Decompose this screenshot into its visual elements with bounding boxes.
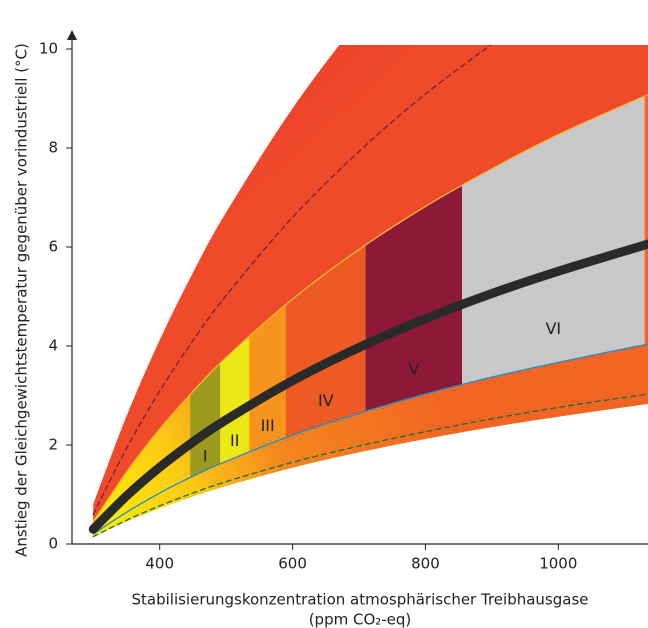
line xyxy=(92,393,648,538)
region-label: V xyxy=(408,359,419,378)
x-tick-label: 600 xyxy=(278,555,307,573)
region xyxy=(220,336,250,465)
y-axis-label: Anstieg der Gleichgewichtstemperatur geg… xyxy=(13,43,31,557)
region-label: II xyxy=(230,431,239,450)
y-axis-arrow xyxy=(67,30,77,40)
region xyxy=(461,96,645,385)
y-tick-label: 8 xyxy=(48,139,58,157)
region-label: IV xyxy=(318,391,334,410)
x-tick-label: 1000 xyxy=(539,555,577,573)
region-label: VI xyxy=(545,319,561,338)
y-tick-label: 10 xyxy=(39,40,58,58)
x-axis-unit: (ppm CO₂-eq) xyxy=(309,611,412,628)
region xyxy=(285,245,366,438)
line xyxy=(92,343,648,535)
x-tick-label: 400 xyxy=(145,555,174,573)
region-label: III xyxy=(261,416,275,435)
y-tick-label: 4 xyxy=(48,337,58,355)
line xyxy=(92,93,648,523)
y-tick-label: 0 xyxy=(48,535,58,553)
y-tick-label: 2 xyxy=(48,436,58,454)
region xyxy=(190,363,221,478)
central-line xyxy=(88,239,648,534)
region xyxy=(365,185,462,412)
y-tick-label: 6 xyxy=(48,238,58,256)
region-label: I xyxy=(203,446,208,465)
x-tick-label: 800 xyxy=(411,555,440,573)
line xyxy=(92,45,492,515)
x-axis-label: Stabilisierungskonzentration atmosphäris… xyxy=(132,591,589,609)
region xyxy=(249,304,286,453)
